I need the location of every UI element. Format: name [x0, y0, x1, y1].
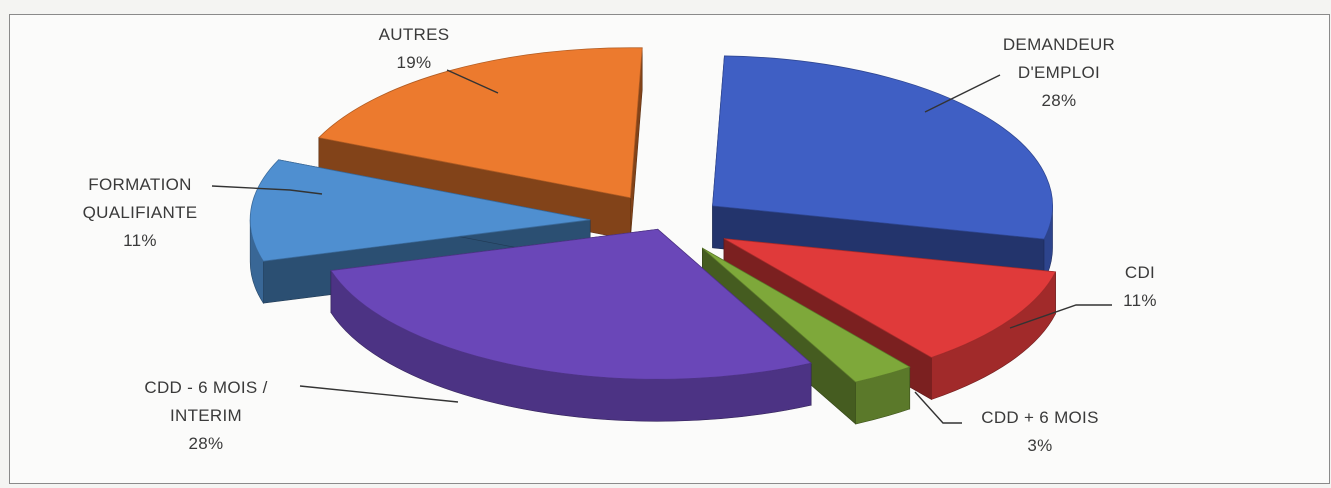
slice-percent-label: 3%: [1027, 436, 1052, 455]
slice-name-label: QUALIFIANTE: [83, 203, 198, 222]
slice-name-label: INTERIM: [170, 406, 242, 425]
leader-line: [211, 185, 323, 195]
pie-slice: [330, 228, 812, 422]
leader-line: [446, 69, 499, 94]
slice-percent-label: 11%: [1123, 291, 1157, 310]
slice-name-label: CDD - 6 MOIS /: [144, 378, 267, 397]
slice-percent-label: 28%: [189, 434, 224, 453]
slice-percent-label: 28%: [1042, 91, 1077, 110]
leader-line: [914, 391, 962, 424]
slice-name-label: CDI: [1125, 263, 1155, 282]
leader-line: [299, 385, 459, 403]
slice-name-label: CDD + 6 MOIS: [981, 408, 1098, 427]
slice-name-label: D'EMPLOI: [1018, 63, 1100, 82]
slice-name-label: AUTRES: [379, 25, 450, 44]
leader-line: [924, 74, 1001, 113]
slice-percent-label: 11%: [123, 231, 157, 250]
slice-name-label: FORMATION: [88, 175, 191, 194]
slice-name-label: DEMANDEUR: [1003, 35, 1115, 54]
leader-line: [1009, 304, 1112, 329]
slice-percent-label: 19%: [397, 53, 432, 72]
